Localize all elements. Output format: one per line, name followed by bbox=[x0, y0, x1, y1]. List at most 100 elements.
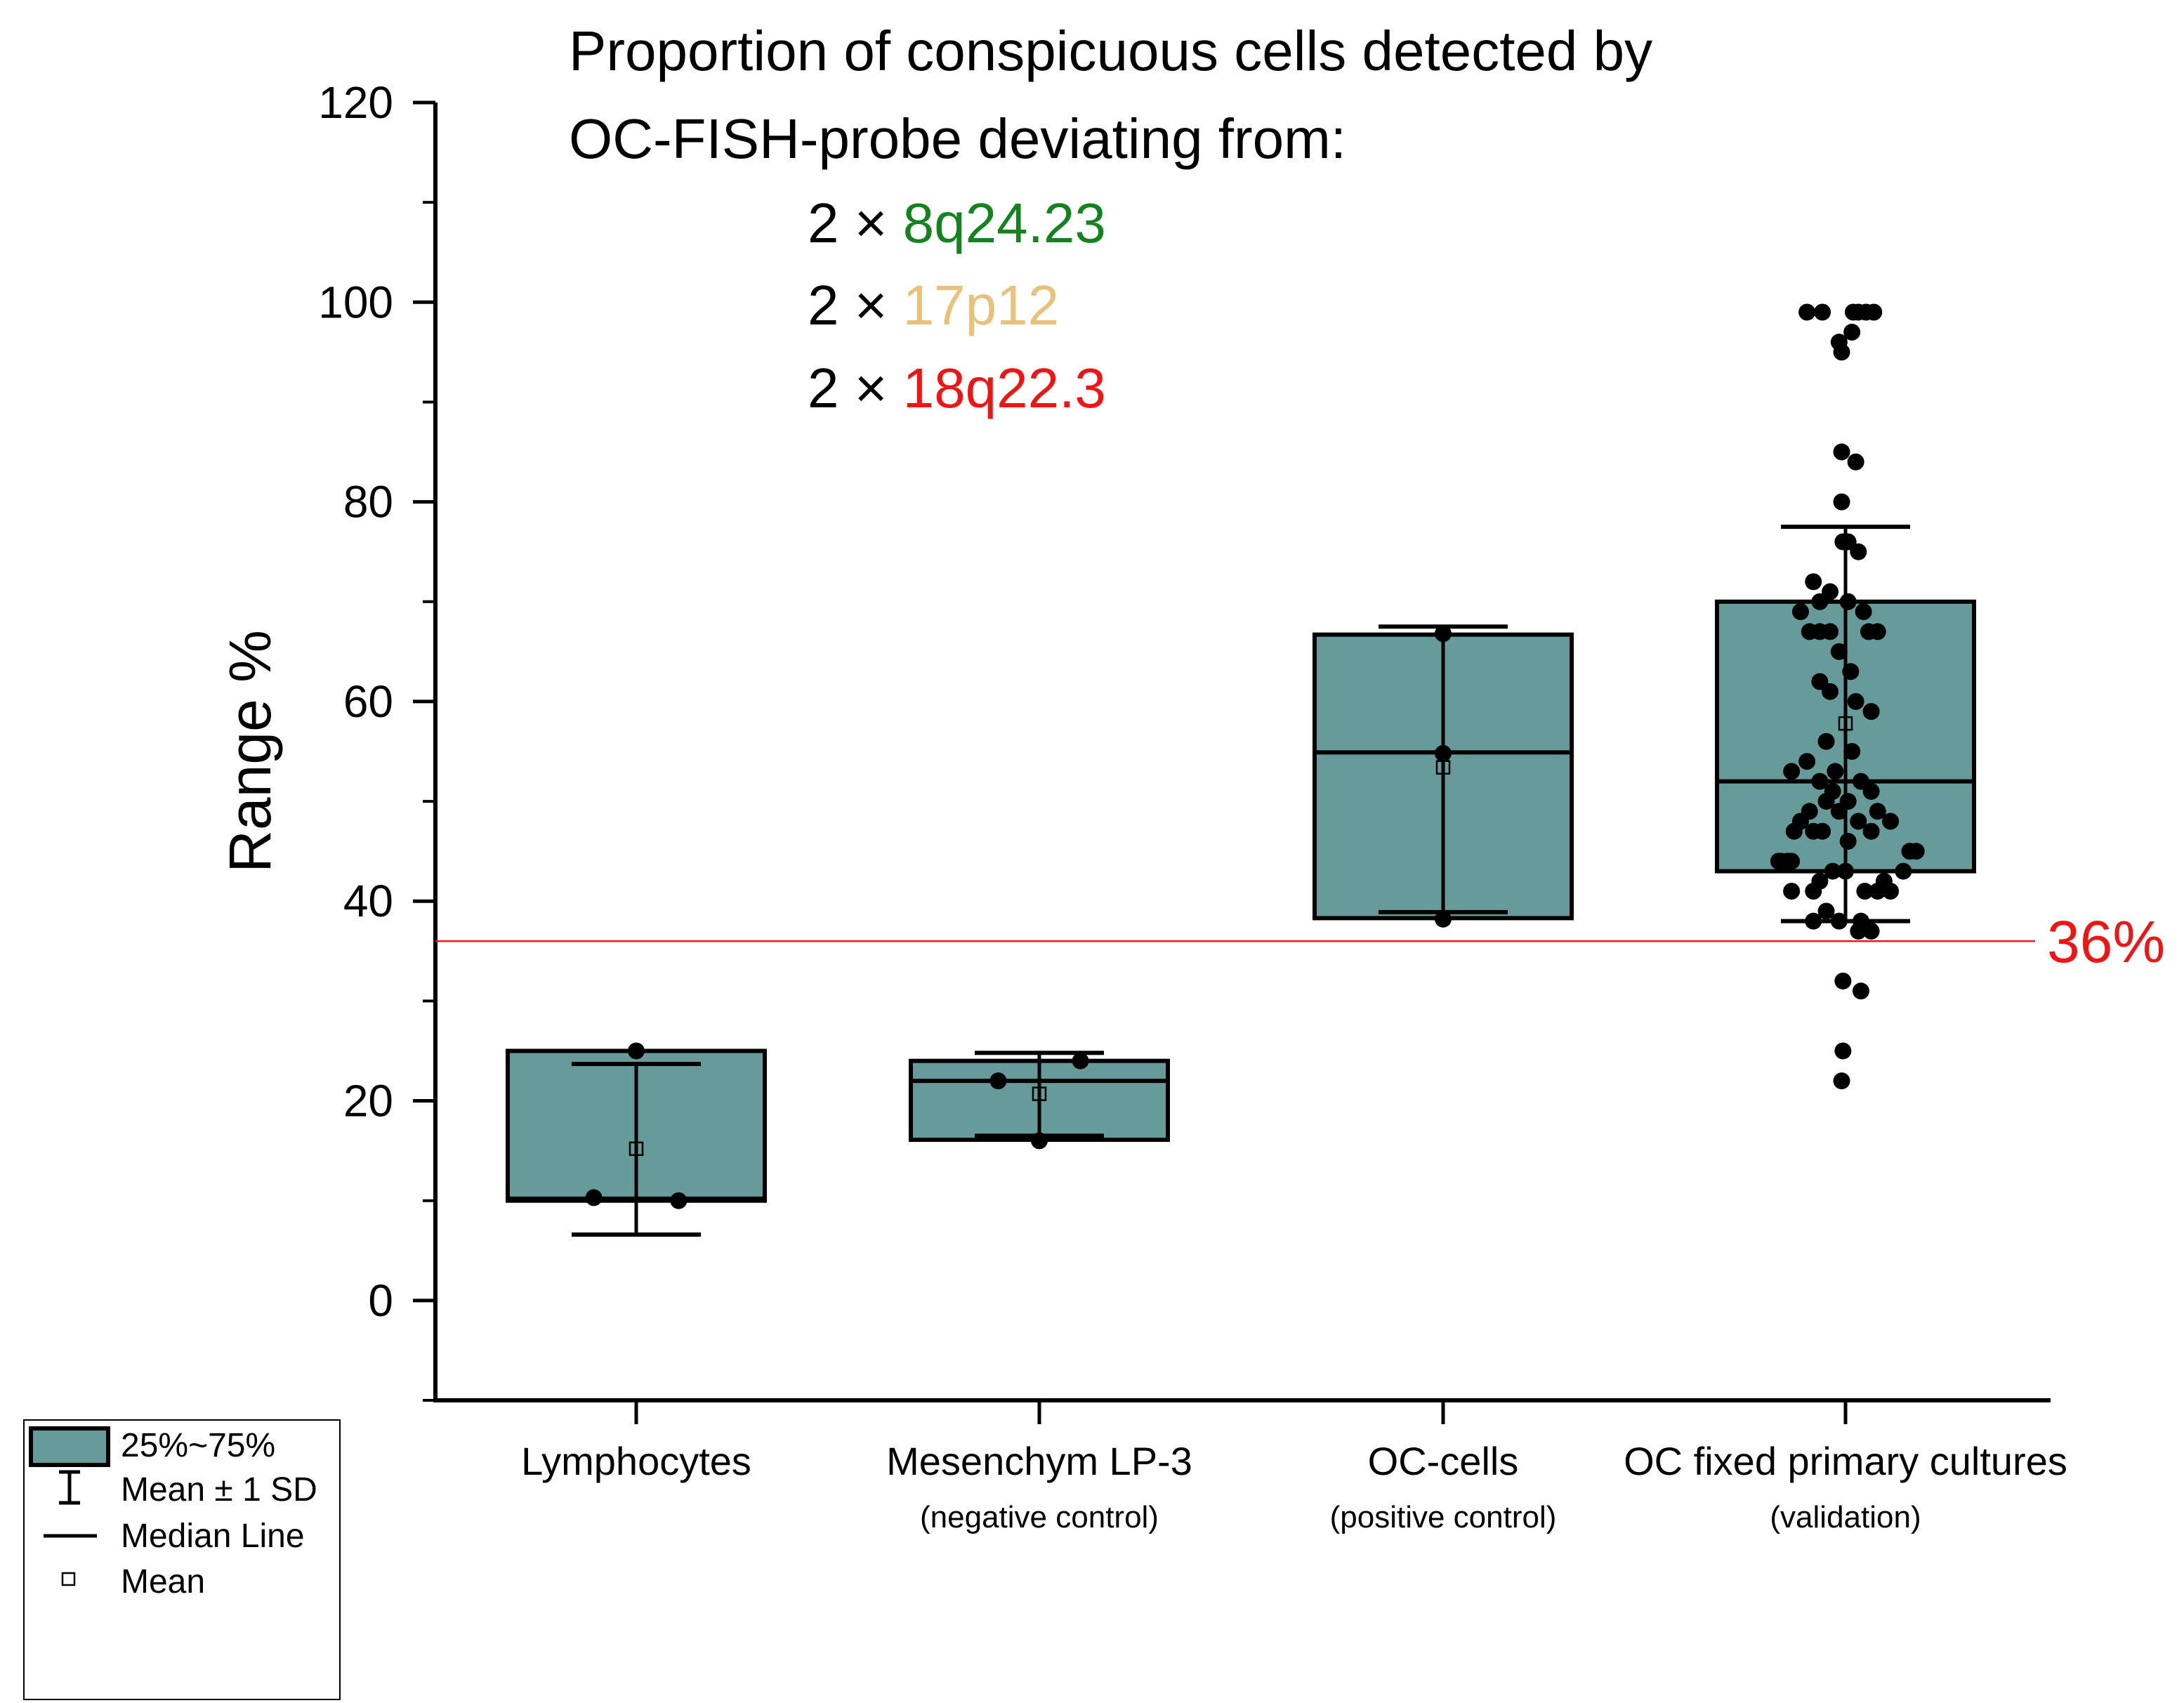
data-point bbox=[1805, 822, 1822, 840]
data-point bbox=[1822, 623, 1839, 640]
data-point bbox=[1830, 912, 1848, 930]
y-tick-label: 40 bbox=[343, 876, 393, 926]
probe-name-8q24: 8q24.23 bbox=[903, 192, 1106, 254]
category-labels: Lymphocytes Mesenchym LP-3 (negative contr… bbox=[521, 1439, 2067, 1534]
data-point bbox=[1833, 1072, 1850, 1090]
data-point bbox=[1072, 1052, 1089, 1070]
data-point bbox=[1839, 593, 1857, 610]
data-point bbox=[1435, 744, 1452, 762]
data-point bbox=[1834, 1042, 1852, 1060]
data-point bbox=[670, 1192, 688, 1209]
legend-box-swatch-icon bbox=[29, 1426, 110, 1467]
data-point bbox=[1817, 732, 1835, 750]
data-point bbox=[1811, 593, 1829, 610]
chart-title-line-1: Proportion of conspicuous cells detected… bbox=[569, 20, 1652, 82]
box-group-2 bbox=[909, 1051, 1170, 1142]
y-tick-label: 20 bbox=[343, 1076, 393, 1126]
data-point bbox=[1435, 910, 1452, 928]
data-point bbox=[1882, 813, 1900, 830]
data-point bbox=[1833, 493, 1850, 511]
data-point bbox=[1865, 303, 1883, 321]
y-tick-label: 0 bbox=[368, 1275, 393, 1326]
data-point bbox=[1830, 643, 1848, 660]
data-point bbox=[1814, 303, 1831, 321]
legend-error-bar-icon bbox=[59, 1470, 80, 1505]
data-point bbox=[1850, 543, 1867, 560]
boxes bbox=[506, 525, 1976, 1237]
category-label: OC-cells bbox=[1368, 1439, 1519, 1483]
data-point bbox=[1852, 982, 1869, 1000]
legend-label-mean: Mean bbox=[121, 1563, 205, 1600]
data-point bbox=[1805, 573, 1822, 591]
box-group-3 bbox=[1313, 624, 1574, 921]
category-sublabel: (validation) bbox=[1770, 1500, 1921, 1534]
data-point bbox=[1856, 883, 1874, 900]
data-point bbox=[1811, 772, 1829, 790]
data-point bbox=[1798, 753, 1816, 770]
probe-prefix: 2 × bbox=[808, 357, 903, 419]
data-points bbox=[585, 303, 1925, 1209]
data-point bbox=[1822, 683, 1839, 700]
probe-line-18q22: 2 × 18q22.3 bbox=[808, 357, 1106, 419]
legend-mean-square-icon bbox=[61, 1572, 76, 1586]
data-point bbox=[1869, 803, 1886, 820]
y-ticks: 0 20 40 60 80 100 120 bbox=[318, 77, 435, 1402]
data-point bbox=[1798, 303, 1816, 321]
data-point bbox=[1847, 453, 1864, 471]
data-point bbox=[1839, 832, 1857, 850]
mean-marker bbox=[1435, 760, 1451, 775]
y-tick-label: 60 bbox=[343, 676, 393, 727]
data-point bbox=[585, 1189, 603, 1206]
data-point bbox=[1847, 692, 1864, 710]
data-point bbox=[1837, 862, 1854, 880]
category-label: Lymphocytes bbox=[521, 1439, 751, 1483]
data-point bbox=[1791, 603, 1809, 620]
data-point bbox=[989, 1072, 1007, 1090]
category-sublabel: (negative control) bbox=[920, 1500, 1159, 1534]
data-point bbox=[1783, 883, 1801, 900]
y-tick-label: 100 bbox=[318, 277, 393, 327]
category-label: Mesenchym LP-3 bbox=[886, 1439, 1192, 1483]
y-axis-label: Range % bbox=[217, 630, 283, 873]
data-point bbox=[1850, 922, 1867, 940]
probe-name-18q22: 18q22.3 bbox=[903, 357, 1106, 419]
probe-line-17p12: 2 × 17p12 bbox=[808, 274, 1059, 336]
probe-prefix: 2 × bbox=[808, 274, 903, 336]
data-point bbox=[1895, 862, 1912, 880]
data-point bbox=[1882, 883, 1900, 900]
y-tick-label: 80 bbox=[343, 477, 393, 527]
data-point bbox=[1833, 343, 1850, 361]
data-point bbox=[1805, 912, 1822, 930]
data-point bbox=[1850, 813, 1867, 830]
data-point bbox=[1869, 883, 1886, 900]
mean-marker bbox=[629, 1141, 644, 1157]
data-point bbox=[1817, 902, 1835, 920]
data-point bbox=[628, 1042, 645, 1060]
chart-title-line-2: OC-FISH-probe deviating from: bbox=[569, 107, 1346, 170]
data-point bbox=[1843, 743, 1861, 760]
data-point bbox=[1855, 603, 1872, 620]
data-point bbox=[1862, 782, 1880, 800]
data-point bbox=[1834, 972, 1852, 989]
data-point bbox=[1862, 703, 1880, 721]
data-point bbox=[1830, 803, 1848, 820]
data-point bbox=[1901, 843, 1919, 860]
data-point bbox=[1862, 822, 1880, 840]
probe-prefix: 2 × bbox=[808, 192, 903, 254]
mean-marker bbox=[1838, 716, 1853, 731]
data-point bbox=[1824, 862, 1841, 880]
mean-marker bbox=[1032, 1086, 1047, 1101]
legend-label-sd: Mean ± 1 SD bbox=[121, 1471, 317, 1508]
x-ticks bbox=[634, 1400, 1848, 1424]
data-point bbox=[1827, 763, 1844, 780]
legend-label-box: 25%~75% bbox=[121, 1427, 275, 1464]
probe-name-17p12: 17p12 bbox=[903, 274, 1059, 336]
data-point bbox=[1833, 443, 1850, 461]
legend: 25%~75% Mean ± 1 SD Median Line Mean bbox=[23, 1419, 341, 1700]
data-point bbox=[1435, 625, 1452, 643]
box-group-1 bbox=[506, 1048, 767, 1237]
probe-line-8q24: 2 × 8q24.23 bbox=[808, 192, 1106, 254]
threshold-label: 36% bbox=[2047, 909, 2165, 975]
data-point bbox=[1770, 853, 1787, 870]
